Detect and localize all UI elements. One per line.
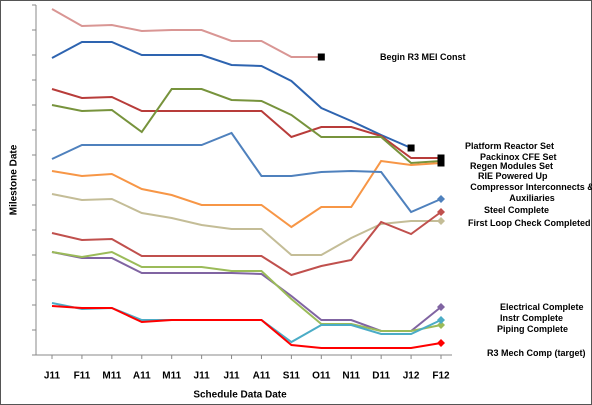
series-label: R3 Mech Comp (target) (487, 348, 586, 358)
series-line (51, 88, 441, 159)
x-tick-label: A11 (253, 371, 271, 382)
x-tick-label: J11 (44, 371, 61, 382)
series-line (51, 159, 442, 229)
x-tick-label: A11 (133, 371, 151, 382)
series-line (51, 41, 412, 149)
series-line (51, 131, 442, 214)
end-marker (437, 208, 445, 216)
x-tick-label: J12 (403, 371, 420, 382)
series-line (51, 250, 442, 332)
x-tick-label: J11 (194, 371, 211, 382)
end-marker (437, 316, 445, 324)
end-marker (437, 217, 445, 225)
series-line (51, 88, 442, 165)
x-tick-label: O11 (312, 371, 331, 382)
x-tick-label: F12 (432, 371, 450, 382)
series-label: First Loop Check Completed (468, 218, 591, 228)
series-label: Compressor Interconnects & Auxiliaries (470, 182, 592, 203)
end-marker (407, 144, 415, 152)
x-tick-label: N11 (342, 371, 360, 382)
end-marker (437, 339, 445, 347)
series-label: Regen Modules Set (470, 161, 554, 171)
end-marker (437, 321, 445, 329)
series-line (51, 305, 442, 349)
series-label: Platform Reactor Set (465, 141, 555, 151)
y-axis-title: Milestone Date (9, 144, 20, 215)
series-label: Instr Complete (500, 313, 564, 323)
series-line (51, 8, 322, 58)
series-line (51, 211, 442, 277)
x-tick-label: D11 (372, 371, 390, 382)
series-label: Piping Complete (497, 324, 569, 334)
series-label: Electrical Complete (500, 302, 584, 312)
end-marker (317, 53, 325, 61)
series-label: Steel Complete (484, 205, 550, 215)
series-label: Begin R3 MEI Const (380, 52, 466, 62)
x-tick-label: M11 (102, 371, 121, 382)
series-label: RIE Powered Up (478, 171, 548, 181)
x-tick-label: J11 (223, 371, 240, 382)
end-marker (437, 303, 445, 311)
end-marker (437, 195, 445, 203)
series-label: Packinox CFE Set (480, 152, 557, 162)
x-tick-label: S11 (283, 371, 301, 382)
x-axis-title: Schedule Data Date (193, 390, 287, 401)
series-line (51, 193, 441, 256)
x-tick-label: F11 (74, 371, 91, 382)
x-tick-label: M11 (162, 371, 181, 382)
end-marker (437, 159, 445, 167)
